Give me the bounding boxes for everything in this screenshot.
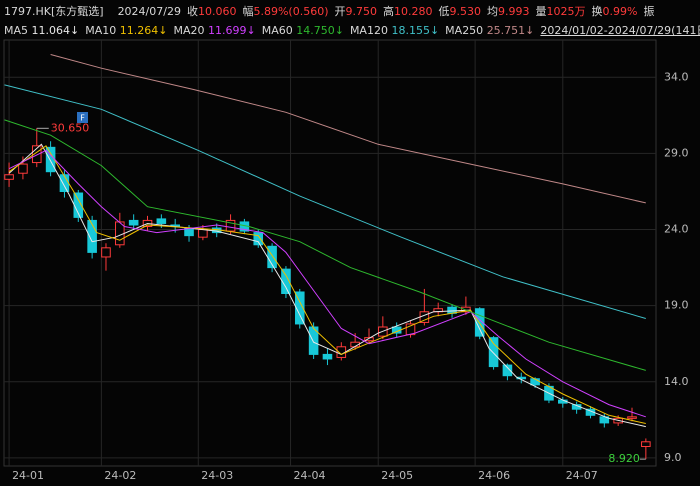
- candle-body: [87, 219, 97, 253]
- ma-line: [8, 149, 646, 418]
- legend-value: 25.751↓: [486, 23, 535, 37]
- x-tick-label: 24-03: [201, 469, 233, 482]
- quote-value: 9.993: [498, 5, 530, 18]
- ma-line: [4, 84, 646, 319]
- candle-body: [156, 218, 167, 224]
- legend-value: 11.264↓: [119, 23, 168, 37]
- legend-item: MA250 25.751↓: [445, 24, 534, 37]
- quote-value: 9.750: [345, 5, 378, 18]
- ma-line: [4, 119, 646, 371]
- candle-body: [18, 163, 28, 174]
- ma-line: [8, 145, 646, 424]
- ma-line: [50, 54, 646, 204]
- legend-name: MA10: [85, 23, 117, 37]
- date: 2024/07/29: [117, 4, 181, 18]
- y-tick-label: 19.0: [664, 299, 689, 312]
- quote-item: 高10.280: [383, 3, 433, 19]
- y-tick-label: 34.0: [664, 70, 689, 83]
- legend-item: MA10 11.264↓: [85, 24, 167, 37]
- quote-item: 均9.993: [487, 3, 530, 19]
- y-tick-label: 9.0: [664, 451, 682, 464]
- candle-body: [128, 219, 139, 226]
- plot-frame: [3, 39, 657, 467]
- x-tick-label: 24-06: [478, 469, 510, 482]
- candle-body: [474, 308, 485, 337]
- quote-value: 0.99%: [602, 5, 638, 18]
- quote-label: 幅: [242, 5, 254, 18]
- quote-item: 幅5.89%(0.560): [242, 3, 328, 19]
- x-tick-label: 24-02: [104, 469, 136, 482]
- annotation: 30.650: [51, 121, 90, 134]
- legend-item: MA60 14.750↓: [262, 24, 344, 37]
- symbol: 1797.HK[东方甄选]: [4, 5, 104, 18]
- legend-value: 11.064↓: [31, 23, 80, 37]
- quote-item: 振: [643, 3, 654, 19]
- candle-body: [502, 364, 513, 377]
- quote-item: 低9.530: [439, 3, 482, 19]
- legend-value: 14.750↓: [296, 23, 344, 37]
- candle-body: [101, 247, 111, 258]
- legend-name: MA5: [4, 23, 29, 37]
- quote-item: 开9.750: [335, 3, 378, 19]
- candle-body: [488, 337, 499, 368]
- quote-label: 量: [535, 5, 547, 18]
- y-tick-label: 24.0: [664, 223, 689, 236]
- annotation: 8.920: [608, 452, 640, 465]
- quote-label: 换: [591, 5, 603, 18]
- candle-body: [31, 145, 42, 164]
- quote-item: 收10.060: [187, 3, 237, 19]
- legend-value: 11.699↓: [207, 23, 256, 37]
- quote-value: 10.060: [197, 5, 237, 18]
- candle-body: [253, 232, 264, 246]
- quote-label: 高: [383, 5, 394, 18]
- quote-label: 振: [643, 5, 655, 18]
- legend-name: MA20: [173, 23, 205, 37]
- candle-body: [627, 416, 637, 419]
- legend-name: MA120: [349, 23, 388, 37]
- y-tick-label: 14.0: [664, 375, 689, 388]
- candle-body: [641, 441, 651, 448]
- ma-line: [8, 143, 646, 428]
- candle-body: [45, 146, 56, 173]
- legend-name: MA250: [445, 23, 484, 37]
- quote-row: 1797.HK[东方甄选] 2024/07/29 收10.060 幅5.89%(0…: [4, 2, 696, 20]
- quote-label: 开: [334, 5, 346, 18]
- legend-item: MA120 18.155↓: [350, 24, 439, 37]
- candle-body: [4, 174, 14, 180]
- candle-body: [516, 376, 527, 380]
- quote-value: 1025万: [546, 5, 586, 18]
- quote-value: 5.89%(0.560): [253, 5, 329, 18]
- candle-body: [294, 291, 305, 325]
- x-tick-label: 24-04: [294, 469, 326, 482]
- marker: F: [80, 114, 85, 123]
- ma-legend: MA5 11.064↓ MA10 11.264↓ MA20 11.699↓ MA60 …: [4, 21, 700, 39]
- x-tick-label: 24-01: [12, 469, 44, 482]
- y-tick-label: 29.0: [664, 146, 689, 159]
- x-tick-label: 24-05: [381, 469, 413, 482]
- quote-value: 10.280: [394, 5, 433, 18]
- candle-body: [59, 174, 70, 192]
- x-tick-label: 24-07: [566, 469, 598, 482]
- quote-label: 低: [438, 5, 450, 18]
- candle-body: [198, 229, 208, 238]
- candle-body: [225, 219, 236, 232]
- legend-name: MA60: [261, 23, 293, 37]
- date-range: 2024/01/02-2024/07/29(141日): [540, 24, 700, 37]
- candle-body: [364, 337, 374, 342]
- candle-body: [308, 326, 319, 355]
- legend-item: MA20 11.699↓: [173, 24, 255, 37]
- legend-value: 18.155↓: [391, 23, 440, 37]
- quote-item: 换0.99%: [592, 3, 638, 19]
- quote-value: 9.530: [449, 5, 482, 18]
- quote-item: 量1025万: [536, 3, 586, 19]
- legend-item: MA5 11.064↓: [4, 24, 79, 37]
- candle-body: [322, 353, 333, 360]
- quote-label: 收: [186, 5, 198, 18]
- marker-box: [77, 112, 88, 123]
- quote-label: 均: [487, 5, 498, 18]
